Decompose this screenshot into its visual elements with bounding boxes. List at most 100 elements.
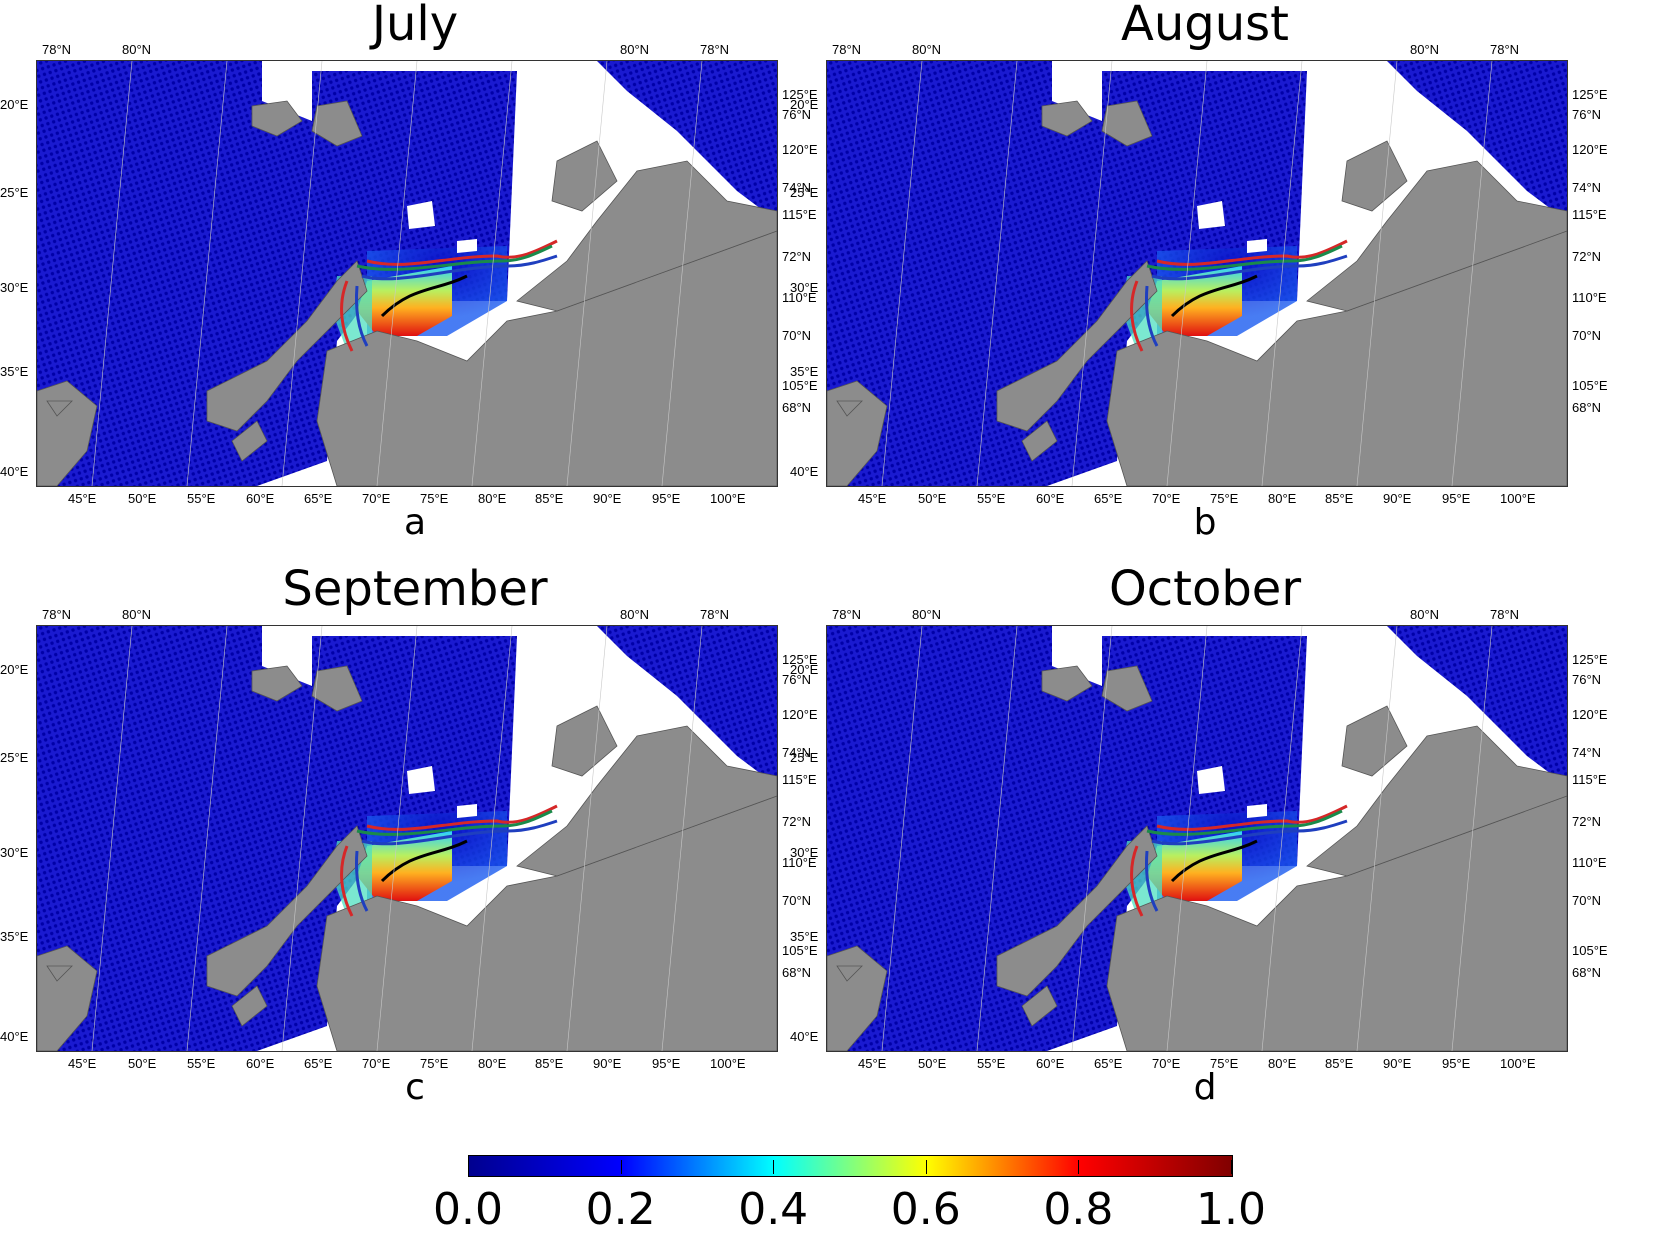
ocean-grid-northeast — [1387, 61, 1567, 221]
bottom-axis-label: 85°E — [535, 1056, 564, 1071]
bottom-axis-label: 80°E — [478, 491, 507, 506]
graticule-line — [881, 626, 923, 1051]
lat-label: 80°N — [912, 42, 942, 57]
right-axis-label: 74°N — [1572, 180, 1602, 195]
land-mass — [996, 825, 1158, 997]
lat-label: 80°N — [1410, 607, 1440, 622]
bottom-axis-label: 60°E — [246, 491, 275, 506]
graticule-line — [1451, 61, 1493, 486]
land-mass — [551, 705, 618, 777]
left-axis-label: 40°E — [0, 1029, 29, 1044]
bottom-axis-label: 100°E — [710, 491, 746, 506]
land-mass — [46, 965, 73, 982]
right-axis-label: 68°N — [782, 400, 812, 415]
contour-red — [340, 845, 354, 917]
panel-title: October — [1108, 561, 1302, 617]
right-axis-label: 110°E — [782, 290, 817, 305]
right-axis-label: 72°N — [782, 814, 812, 829]
bottom-axis-label: 100°E — [1500, 491, 1536, 506]
contour-green — [1146, 244, 1343, 271]
bottom-axis-label: 60°E — [246, 1056, 275, 1071]
land-mass — [996, 260, 1158, 432]
land-mass — [516, 725, 777, 877]
lat-label: 78°N — [832, 607, 862, 622]
bottom-axis-label: 90°E — [1383, 491, 1412, 506]
right-axis-label: 76°N — [782, 107, 812, 122]
contour-black — [1170, 839, 1258, 883]
bottom-axis-label: 80°E — [1268, 1056, 1297, 1071]
land-mass — [251, 665, 303, 702]
bottom-axis-label: 70°E — [1152, 1056, 1181, 1071]
land-mass — [1341, 140, 1408, 212]
island — [1247, 239, 1267, 253]
bottom-axis-label: 45°E — [68, 491, 97, 506]
bottom-axis-label: 70°E — [1152, 491, 1181, 506]
panel-letter: d — [1193, 1067, 1217, 1108]
land-mass — [311, 665, 363, 712]
graticule-line — [471, 626, 513, 1051]
right-axis-label: 115°E — [782, 772, 817, 787]
right-axis-label: 115°E — [1572, 772, 1607, 787]
high-value-region — [1147, 831, 1242, 901]
bottom-axis-label: 55°E — [977, 491, 1006, 506]
contour-blue — [361, 254, 558, 281]
lat-label: 80°N — [620, 607, 650, 622]
right-axis-label: 70°N — [782, 328, 812, 343]
graticule-line — [976, 61, 1018, 486]
graticule-line — [881, 61, 923, 486]
bottom-axis-label: 45°E — [858, 1056, 887, 1071]
right-axis-label: 70°N — [782, 893, 812, 908]
bottom-axis-label: 50°E — [918, 491, 947, 506]
lat-label: 78°N — [700, 607, 730, 622]
island — [407, 766, 435, 794]
right-axis-label: 68°N — [1572, 965, 1602, 980]
panel-august: August b 78°N 80°N 80°N 78°N 20°E 25°E 30°E 35°… — [790, 0, 1620, 565]
land-mass — [1101, 665, 1153, 712]
right-axis-label: 68°N — [1572, 400, 1602, 415]
ocean-grid-northeast — [597, 626, 777, 786]
right-axis-label: 125°E — [1572, 87, 1608, 102]
bottom-axis-label: 50°E — [128, 491, 157, 506]
lat-label: 80°N — [122, 607, 152, 622]
colorbar-tick-mark — [620, 1160, 622, 1174]
ocean-grid-northeast — [597, 61, 777, 221]
bottom-axis-label: 55°E — [977, 1056, 1006, 1071]
map-frame — [826, 625, 1568, 1052]
right-axis-label: 105°E — [1572, 378, 1608, 393]
colorbar-tick-mark — [925, 1160, 927, 1174]
lat-label: 78°N — [1490, 42, 1520, 57]
graticule-line — [91, 626, 133, 1051]
colorbar-tick-label: 0.0 — [433, 1184, 503, 1235]
bottom-axis-label: 50°E — [918, 1056, 947, 1071]
contour-green — [356, 809, 553, 836]
bottom-axis-label: 65°E — [1094, 1056, 1123, 1071]
contour-black — [380, 274, 468, 318]
bottom-axis-label: 60°E — [1036, 491, 1065, 506]
bottom-axis-label: 55°E — [187, 491, 216, 506]
bottom-axis-label: 95°E — [1442, 491, 1471, 506]
left-axis-label: 25°E — [0, 750, 29, 765]
ocean-grid — [827, 61, 1307, 486]
contour-red — [1156, 804, 1348, 831]
island — [457, 239, 477, 253]
right-axis-label: 105°E — [782, 943, 818, 958]
contour-red — [1130, 845, 1144, 917]
right-axis-label: 72°N — [1572, 249, 1602, 264]
lat-label: 78°N — [42, 42, 72, 57]
contour-black — [380, 839, 468, 883]
lat-label: 80°N — [122, 42, 152, 57]
bottom-axis-label: 100°E — [1500, 1056, 1536, 1071]
bottom-axis-label: 75°E — [1210, 491, 1239, 506]
left-axis-label: 35°E — [790, 929, 819, 944]
map-canvas — [827, 626, 1567, 1051]
contour-green — [1146, 809, 1343, 836]
ocean-grid-northeast — [1387, 626, 1567, 786]
high-value-region — [1147, 266, 1242, 336]
colorbar-tick-label: 0.8 — [1043, 1184, 1114, 1235]
left-axis-label: 20°E — [0, 97, 29, 112]
bottom-axis-label: 90°E — [593, 491, 622, 506]
graticule-line — [376, 626, 418, 1051]
colorbar-tick-mark — [468, 1160, 469, 1174]
contour-red — [1130, 280, 1144, 352]
right-axis-label: 120°E — [782, 707, 818, 722]
